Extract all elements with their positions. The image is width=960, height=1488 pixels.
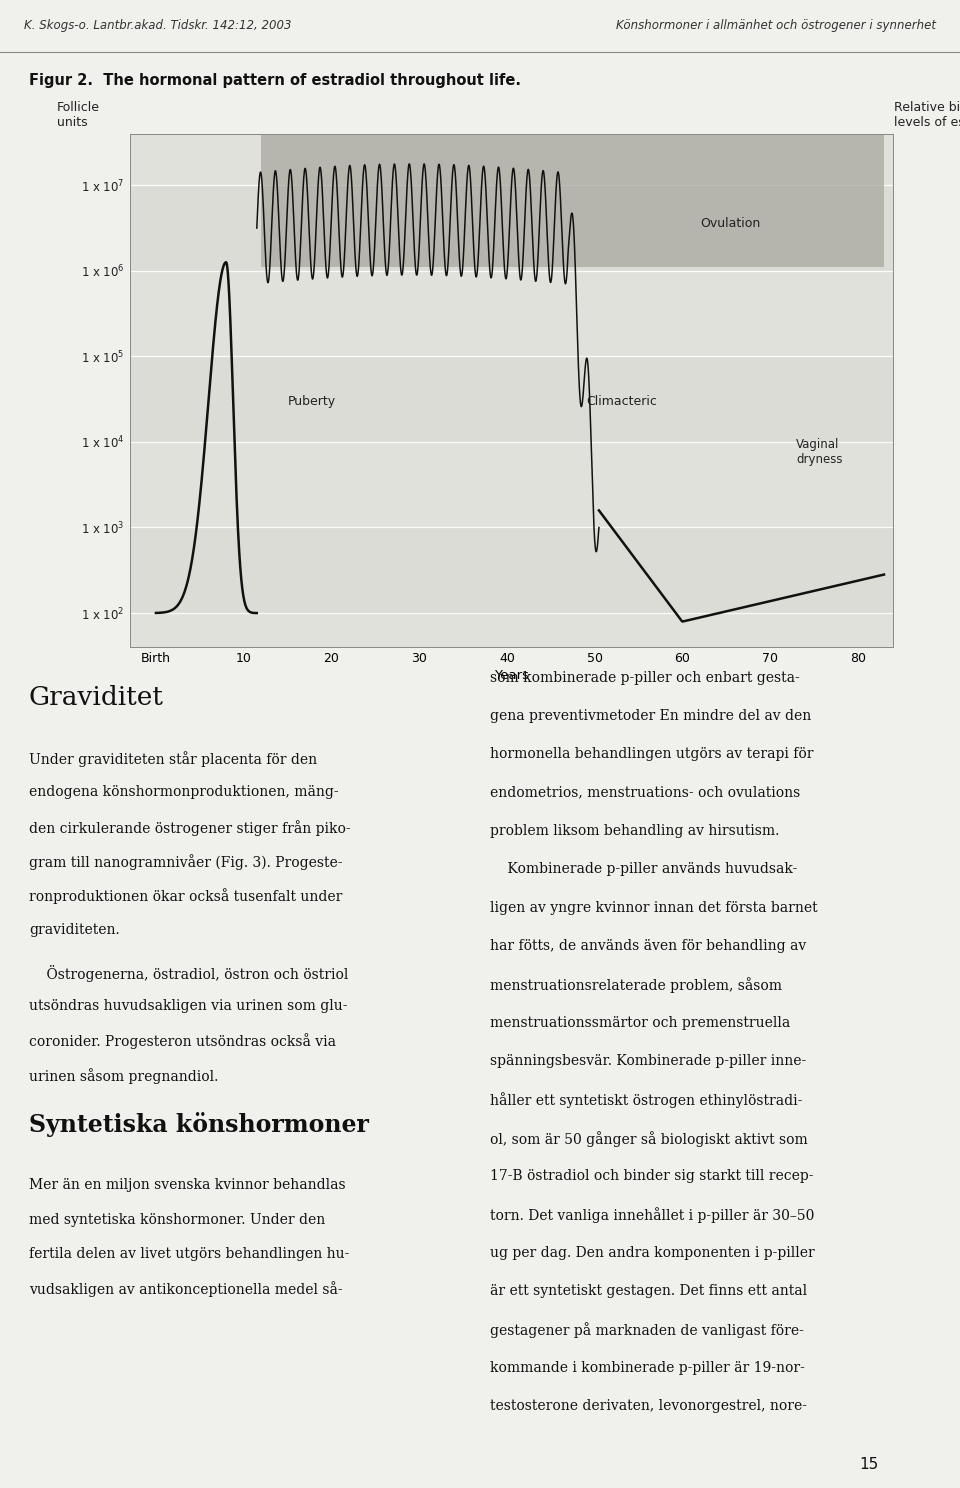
Text: hormonella behandlingen utgörs av terapi för: hormonella behandlingen utgörs av terapi… xyxy=(490,747,813,762)
Text: Östrogenerna, östradiol, östron och östriol: Östrogenerna, östradiol, östron och östr… xyxy=(29,964,348,982)
Text: har fötts, de används även för behandling av: har fötts, de används även för behandlin… xyxy=(490,939,805,952)
Text: ol, som är 50 gånger så biologiskt aktivt som: ol, som är 50 gånger så biologiskt aktiv… xyxy=(490,1131,807,1147)
Text: Vaginal
dryness: Vaginal dryness xyxy=(796,437,843,466)
Text: testosterone derivaten, levonorgestrel, nore-: testosterone derivaten, levonorgestrel, … xyxy=(490,1399,806,1414)
Text: problem liksom behandling av hirsutism.: problem liksom behandling av hirsutism. xyxy=(490,824,779,838)
Text: torn. Det vanliga innehållet i p-piller är 30–50: torn. Det vanliga innehållet i p-piller … xyxy=(490,1207,814,1223)
Text: spänningsbesvär. Kombinerade p-piller inne-: spänningsbesvär. Kombinerade p-piller in… xyxy=(490,1054,805,1068)
Text: Puberty: Puberty xyxy=(287,394,336,408)
Bar xyxy=(130,271,893,357)
Text: den cirkulerande östrogener stiger från piko-: den cirkulerande östrogener stiger från … xyxy=(29,820,350,836)
Text: fertila delen av livet utgörs behandlingen hu-: fertila delen av livet utgörs behandling… xyxy=(29,1247,349,1260)
Text: 15: 15 xyxy=(859,1457,878,1472)
Text: Ovulation: Ovulation xyxy=(700,217,760,231)
Text: utsöndras huvudsakligen via urinen som glu-: utsöndras huvudsakligen via urinen som g… xyxy=(29,998,348,1013)
Text: menstruationssmärtor och premenstruella: menstruationssmärtor och premenstruella xyxy=(490,1016,790,1030)
Text: ligen av yngre kvinnor innan det första barnet: ligen av yngre kvinnor innan det första … xyxy=(490,900,817,915)
Text: ronproduktionen ökar också tusenfalt under: ronproduktionen ökar också tusenfalt und… xyxy=(29,888,342,905)
Text: Mer än en miljon svenska kvinnor behandlas: Mer än en miljon svenska kvinnor behandl… xyxy=(29,1178,346,1192)
Text: gestagener på marknaden de vanligast före-: gestagener på marknaden de vanligast för… xyxy=(490,1323,804,1338)
Text: 17-B östradiol och binder sig starkt till recep-: 17-B östradiol och binder sig starkt til… xyxy=(490,1170,813,1183)
Text: Kombinerade p-piller används huvudsak-: Kombinerade p-piller används huvudsak- xyxy=(490,863,797,876)
Text: Relative biological
levels of estrogen: Relative biological levels of estrogen xyxy=(895,101,960,129)
Text: som kombinerade p-piller och enbart gesta-: som kombinerade p-piller och enbart gest… xyxy=(490,671,800,684)
Text: menstruationsrelaterade problem, såsom: menstruationsrelaterade problem, såsom xyxy=(490,978,781,994)
Bar xyxy=(130,442,893,528)
Text: Syntetiska könshormoner: Syntetiska könshormoner xyxy=(29,1113,369,1137)
Text: vudsakligen av antikonceptionella medel så-: vudsakligen av antikonceptionella medel … xyxy=(29,1281,343,1298)
Text: Figur 2.  The hormonal pattern of estradiol throughout life.: Figur 2. The hormonal pattern of estradi… xyxy=(29,73,520,88)
Text: håller ett syntetiskt östrogen ethinylöstradi-: håller ett syntetiskt östrogen ethinylös… xyxy=(490,1092,802,1109)
Bar xyxy=(261,134,884,266)
Text: gena preventivmetoder En mindre del av den: gena preventivmetoder En mindre del av d… xyxy=(490,708,811,723)
Text: gram till nanogramnivåer (Fig. 3). Progeste-: gram till nanogramnivåer (Fig. 3). Proge… xyxy=(29,854,343,870)
Text: K. Skogs-o. Lantbr.akad. Tidskr. 142:12, 2003: K. Skogs-o. Lantbr.akad. Tidskr. 142:12,… xyxy=(24,19,292,31)
Text: med syntetiska könshormoner. Under den: med syntetiska könshormoner. Under den xyxy=(29,1213,325,1226)
Text: coronider. Progesteron utsöndras också via: coronider. Progesteron utsöndras också v… xyxy=(29,1033,336,1049)
Text: Graviditet: Graviditet xyxy=(29,684,163,710)
Text: urinen såsom pregnandiol.: urinen såsom pregnandiol. xyxy=(29,1068,218,1083)
Text: endogena könshormonproduktionen, mäng-: endogena könshormonproduktionen, mäng- xyxy=(29,786,339,799)
Text: är ett syntetiskt gestagen. Det finns ett antal: är ett syntetiskt gestagen. Det finns et… xyxy=(490,1284,806,1298)
Text: kommande i kombinerade p-piller är 19-nor-: kommande i kombinerade p-piller är 19-no… xyxy=(490,1362,804,1375)
X-axis label: Years: Years xyxy=(493,670,529,683)
Text: Könshormoner i allmänhet och östrogener i synnerhet: Könshormoner i allmänhet och östrogener … xyxy=(616,19,936,31)
Text: ug per dag. Den andra komponenten i p-piller: ug per dag. Den andra komponenten i p-pi… xyxy=(490,1245,814,1260)
Text: Climacteric: Climacteric xyxy=(586,394,657,408)
Text: endometrios, menstruations- och ovulations: endometrios, menstruations- och ovulatio… xyxy=(490,786,800,799)
Text: graviditeten.: graviditeten. xyxy=(29,923,120,937)
Text: Under graviditeten står placenta för den: Under graviditeten står placenta för den xyxy=(29,751,317,766)
Bar xyxy=(130,613,893,647)
Text: Follicle
units: Follicle units xyxy=(57,101,100,129)
Bar xyxy=(130,134,893,185)
